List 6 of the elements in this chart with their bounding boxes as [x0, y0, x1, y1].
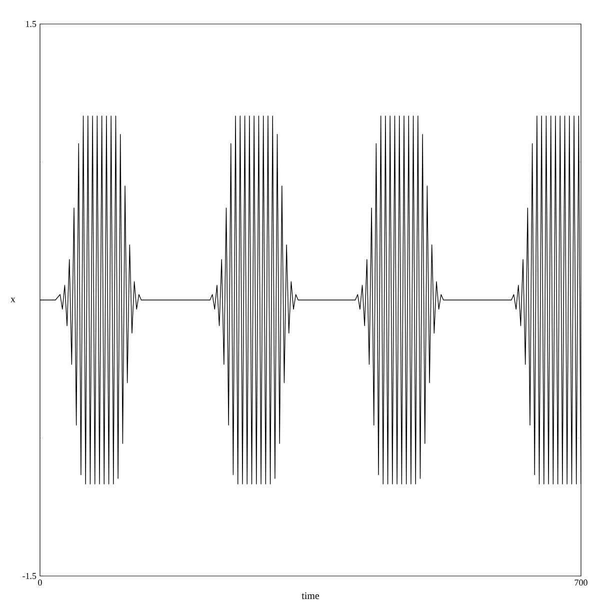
- y-tick-label: 1.5: [26, 20, 36, 28]
- y-axis-title: x: [10, 298, 16, 302]
- x-tick-label: 700: [574, 580, 588, 586]
- x-axis-title: time: [302, 592, 319, 600]
- x-tick-label: 0: [38, 580, 42, 586]
- y-tick-label: -1.5: [22, 572, 36, 580]
